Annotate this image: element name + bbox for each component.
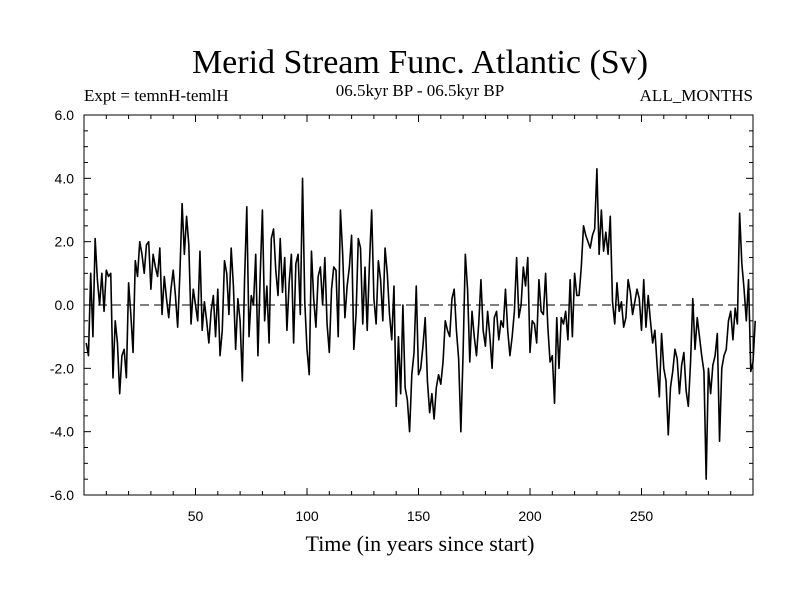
chart-title: Merid Stream Func. Atlantic (Sv) bbox=[192, 44, 648, 81]
x-axis-label: Time (in years since start) bbox=[306, 531, 535, 556]
y-tick-label: 2.0 bbox=[55, 234, 75, 250]
x-tick-label: 150 bbox=[407, 508, 431, 524]
x-tick-label: 200 bbox=[518, 508, 542, 524]
plot-area: -6.0 -4.0 -2.0 0.0 2.0 4.0 6.0 50 100 150 200 250 bbox=[50, 107, 757, 524]
x-tick-label: 100 bbox=[295, 508, 319, 524]
x-tick-label: 250 bbox=[630, 508, 654, 524]
chart-subtitle-period: 06.5kyr BP - 06.5kyr BP bbox=[336, 81, 504, 100]
y-tick-label: 4.0 bbox=[55, 170, 75, 186]
y-tick-label: -6.0 bbox=[50, 487, 74, 503]
series-line-0 bbox=[85, 168, 757, 480]
chart-subtitle-experiment: Expt = temnH-temlH bbox=[84, 86, 229, 105]
y-tick-label: -4.0 bbox=[50, 424, 74, 440]
x-tick-label: 50 bbox=[188, 508, 204, 524]
y-tick-label: 0.0 bbox=[55, 297, 75, 313]
chart-subtitle-months: ALL_MONTHS bbox=[640, 86, 753, 105]
y-tick-label: -2.0 bbox=[50, 360, 74, 376]
y-tick-label: 6.0 bbox=[55, 107, 75, 123]
